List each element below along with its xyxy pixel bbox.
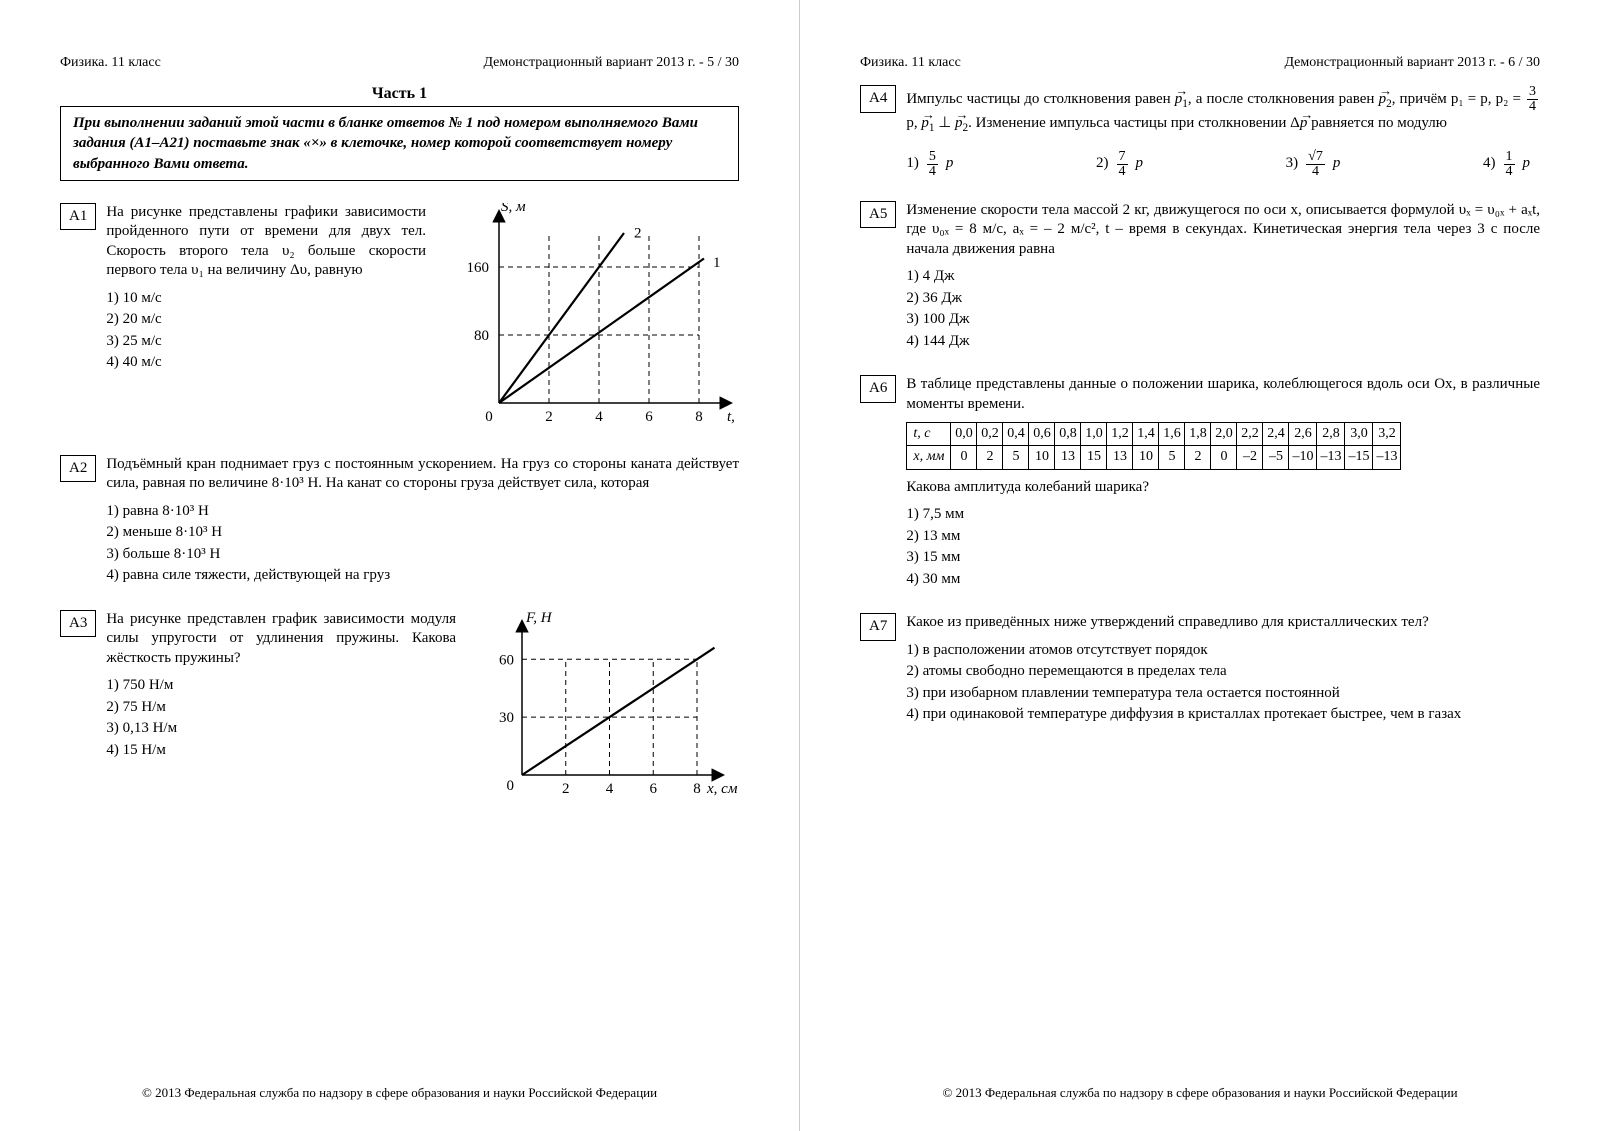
a7-options: 1) в расположении атомов отсутствует пор… <box>906 641 1540 725</box>
a6-opt4: 4) 30 мм <box>906 570 1540 590</box>
a1-options: 1) 10 м/с 2) 20 м/с 3) 25 м/с 4) 40 м/с <box>106 289 426 373</box>
svg-text:8: 8 <box>695 409 703 425</box>
svg-text:80: 80 <box>474 328 489 344</box>
svg-text:x, см: x, см <box>706 781 738 797</box>
a5-text: Изменение скорости тела массой 2 кг, дви… <box>906 201 1540 260</box>
page-footer: © 2013 Федеральная служба по надзору в с… <box>800 1085 1600 1101</box>
page-spread: Физика. 11 класс Демонстрационный вариан… <box>0 0 1600 1131</box>
instruction-box: При выполнении заданий этой части в блан… <box>60 106 739 181</box>
a4-opt1: 1) 54p <box>906 150 953 179</box>
a6-text: В таблице представлены данные о положени… <box>906 375 1540 414</box>
page-5: Физика. 11 класс Демонстрационный вариан… <box>0 0 800 1131</box>
page-header: Физика. 11 класс Демонстрационный вариан… <box>860 55 1540 71</box>
question-label: A5 <box>860 201 896 229</box>
a2-opt4: 4) равна силе тяжести, действующей на гр… <box>106 566 739 586</box>
a4-opt3: 3) √74p <box>1286 150 1341 179</box>
svg-text:160: 160 <box>467 260 490 276</box>
a2-opt1: 1) равна 8·10³ Н <box>106 502 739 522</box>
a2-text: Подъёмный кран поднимает груз с постоянн… <box>106 455 739 494</box>
question-a4: A4 Импульс частицы до столкновения равен… <box>860 85 1540 179</box>
a6-post: Какова амплитуда колебаний шарика? <box>906 478 1540 498</box>
a2-options: 1) равна 8·10³ Н 2) меньше 8·10³ Н 3) бо… <box>106 502 739 586</box>
question-label: A6 <box>860 375 896 403</box>
svg-text:6: 6 <box>650 781 658 797</box>
question-label: A3 <box>60 610 96 638</box>
a7-opt4: 4) при одинаковой температуре диффузия в… <box>906 705 1540 725</box>
a5-opt2: 2) 36 Дж <box>906 289 1540 309</box>
svg-text:4: 4 <box>595 409 603 425</box>
svg-text:0: 0 <box>485 409 493 425</box>
a1-text: На рисунке представлены графики зависимо… <box>106 203 426 281</box>
a4-options: 1) 54p 2) 74p 3) √74p 4) 14p <box>906 150 1540 179</box>
a1-opt1: 1) 10 м/с <box>106 289 426 309</box>
a6-opt3: 3) 15 мм <box>906 548 1540 568</box>
svg-text:F, Н: F, Н <box>525 610 553 626</box>
a6-opt2: 2) 13 мм <box>906 527 1540 547</box>
a1-opt2: 2) 20 м/с <box>106 310 426 330</box>
page-6: Физика. 11 класс Демонстрационный вариан… <box>800 0 1600 1131</box>
a1-chart: 2 4 6 8 80 160 0 t, с S, м 1 2 <box>444 203 739 433</box>
question-label: A4 <box>860 85 896 113</box>
svg-text:6: 6 <box>645 409 653 425</box>
svg-text:0: 0 <box>507 778 515 794</box>
page-footer: © 2013 Федеральная служба по надзору в с… <box>0 1085 799 1101</box>
svg-text:2: 2 <box>562 781 570 797</box>
svg-text:t, с: t, с <box>727 409 739 425</box>
question-a6: A6 В таблице представлены данные о полож… <box>860 375 1540 591</box>
a2-opt3: 3) больше 8·10³ Н <box>106 545 739 565</box>
svg-text:8: 8 <box>693 781 701 797</box>
header-left: Физика. 11 класс <box>860 55 961 71</box>
question-label: A7 <box>860 613 896 641</box>
a3-options: 1) 750 Н/м 2) 75 Н/м 3) 0,13 Н/м 4) 15 Н… <box>106 676 456 760</box>
a2-opt2: 2) меньше 8·10³ Н <box>106 523 739 543</box>
a5-options: 1) 4 Дж 2) 36 Дж 3) 100 Дж 4) 144 Дж <box>906 267 1540 351</box>
header-right: Демонстрационный вариант 2013 г. - 6 / 3… <box>1284 55 1540 71</box>
a7-opt2: 2) атомы свободно перемещаются в предела… <box>906 662 1540 682</box>
a4-opt2: 2) 74p <box>1096 150 1143 179</box>
question-a1: A1 На рисунке представлены графики завис… <box>60 203 739 433</box>
question-a7: A7 Какое из приведённых ниже утверждений… <box>860 613 1540 727</box>
svg-text:1: 1 <box>713 255 721 271</box>
a3-opt1: 1) 750 Н/м <box>106 676 456 696</box>
question-a5: A5 Изменение скорости тела массой 2 кг, … <box>860 201 1540 354</box>
svg-text:S, м: S, м <box>501 203 526 215</box>
a5-opt3: 3) 100 Дж <box>906 310 1540 330</box>
a3-text: На рисунке представлен график зависимост… <box>106 610 456 669</box>
question-a2: A2 Подъёмный кран поднимает груз с посто… <box>60 455 739 588</box>
svg-text:2: 2 <box>634 225 642 241</box>
a3-opt2: 2) 75 Н/м <box>106 698 456 718</box>
a7-opt1: 1) в расположении атомов отсутствует пор… <box>906 641 1540 661</box>
a1-opt3: 3) 25 м/с <box>106 332 426 352</box>
question-a3: A3 На рисунке представлен график зависим… <box>60 610 739 800</box>
a1-opt4: 4) 40 м/с <box>106 353 426 373</box>
a3-opt4: 4) 15 Н/м <box>106 741 456 761</box>
header-right: Демонстрационный вариант 2013 г. - 5 / 3… <box>483 55 739 71</box>
a3-opt3: 3) 0,13 Н/м <box>106 719 456 739</box>
svg-text:60: 60 <box>499 652 514 668</box>
a5-opt1: 1) 4 Дж <box>906 267 1540 287</box>
a5-opt4: 4) 144 Дж <box>906 332 1540 352</box>
svg-text:30: 30 <box>499 710 514 726</box>
header-left: Физика. 11 класс <box>60 55 161 71</box>
svg-text:2: 2 <box>545 409 553 425</box>
a6-opt1: 1) 7,5 мм <box>906 505 1540 525</box>
a4-text: Импульс частицы до столкновения равен p1… <box>906 85 1540 136</box>
svg-text:4: 4 <box>606 781 614 797</box>
a7-opt3: 3) при изобарном плавлении температура т… <box>906 684 1540 704</box>
a3-chart: 2 4 6 8 30 60 0 x, см F, Н <box>474 610 739 800</box>
a7-text: Какое из приведённых ниже утверждений сп… <box>906 613 1540 633</box>
question-label: A1 <box>60 203 96 231</box>
a6-table: t, с0,00,20,40,60,81,01,21,41,61,82,02,2… <box>906 422 1401 469</box>
question-label: A2 <box>60 455 96 483</box>
a4-opt4: 4) 14p <box>1483 150 1530 179</box>
section-title: Часть 1 <box>60 85 739 103</box>
a6-options: 1) 7,5 мм 2) 13 мм 3) 15 мм 4) 30 мм <box>906 505 1540 589</box>
page-header: Физика. 11 класс Демонстрационный вариан… <box>60 55 739 71</box>
